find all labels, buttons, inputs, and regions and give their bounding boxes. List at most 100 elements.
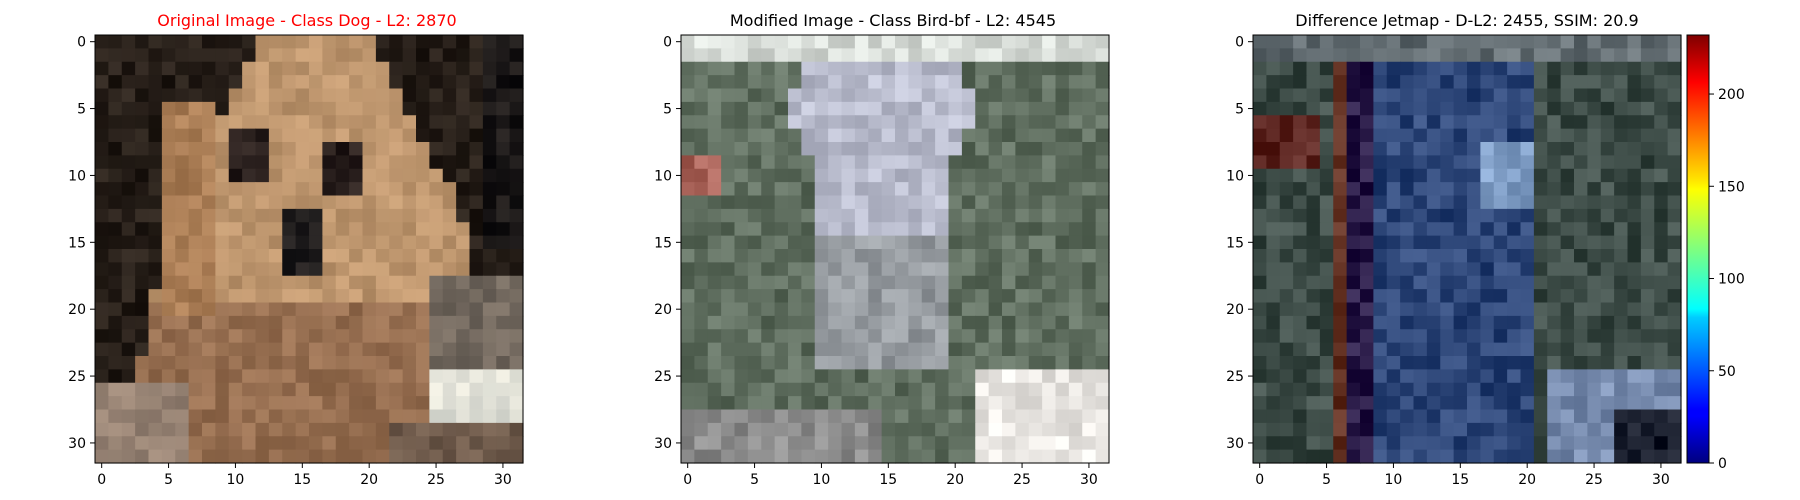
modified-pixel [1028,449,1043,464]
difference-pixel [1333,88,1348,103]
original-pixel [215,396,230,411]
difference-pixel [1600,88,1615,103]
difference-pixel [1453,249,1468,263]
original-pixel [335,142,350,156]
modified-pixel [961,168,976,183]
difference-pixel [1667,262,1682,277]
modified-pixel [988,222,1003,237]
original-pixel [416,48,430,63]
modified-pixel [747,262,762,277]
modified-pixel [908,356,923,370]
difference-pixel [1319,182,1334,197]
original-pixel [482,88,497,103]
original-pixel [95,75,109,90]
original-pixel [135,342,150,357]
original-pixel [469,275,484,290]
difference-jetmap-panel: Difference Jetmap - D-L2: 2455, SSIM: 20… [1226,11,1682,488]
original-pixel [161,289,176,304]
modified-pixel [828,155,843,170]
difference-pixel [1614,128,1629,143]
difference-pixel [1373,195,1388,210]
difference-pixel [1587,75,1602,90]
original-pixel [416,195,430,210]
difference-pixel [1640,155,1655,170]
difference-pixel [1627,342,1642,357]
modified-pixel [814,249,829,263]
difference-pixel [1640,356,1655,370]
original-pixel [135,115,150,130]
difference-pixel [1400,208,1415,223]
difference-pixel [1533,101,1548,116]
original-pixel [429,195,444,210]
original-pixel [295,409,310,424]
modified-pixel [734,396,749,411]
difference-pixel [1440,222,1455,237]
modified-pixel [801,35,816,49]
original-pixel [429,396,444,411]
difference-pixel [1360,315,1374,330]
original-pixel [295,195,310,210]
y-tick-label: 30 [68,436,86,452]
modified-pixel [868,222,883,237]
original-pixel [375,142,390,156]
modified-pixel [747,48,762,63]
modified-pixel [908,155,923,170]
difference-pixel [1667,222,1682,237]
difference-pixel [1640,61,1655,76]
modified-pixel [814,101,829,116]
original-pixel [135,302,150,317]
modified-pixel [921,449,936,464]
original-pixel [268,208,283,223]
x-tick-label: 15 [293,472,311,488]
difference-pixel [1600,182,1615,197]
difference-pixel [1667,75,1682,90]
original-pixel [108,222,123,237]
original-pixel [509,208,524,223]
original-pixel [402,382,417,397]
difference-pixel [1293,75,1308,90]
difference-pixel [1440,88,1455,103]
difference-pixel [1279,422,1294,437]
difference-pixel [1360,128,1374,143]
original-pixel [402,275,417,290]
difference-pixel [1467,115,1481,130]
difference-pixel [1360,422,1374,437]
difference-pixel [1333,195,1348,210]
difference-pixel [1614,329,1629,344]
difference-pixel [1667,61,1682,76]
modified-pixel [1095,382,1110,397]
modified-pixel [975,369,990,384]
difference-pixel [1346,289,1361,304]
modified-pixel [828,396,843,411]
modified-pixel [1095,289,1110,304]
original-pixel [108,422,123,437]
original-pixel [362,409,377,424]
original-pixel [228,275,243,290]
modified-pixel [774,342,789,357]
modified-pixel [868,275,883,290]
difference-pixel [1614,101,1629,116]
difference-pixel [1413,356,1428,370]
modified-pixel [1055,302,1070,317]
modified-pixel [1042,48,1057,63]
modified-pixel [1082,115,1097,130]
original-pixel [282,48,297,63]
original-pixel [442,208,457,223]
difference-pixel [1547,61,1562,76]
modified-pixel [975,436,990,451]
modified-pixel [921,249,936,263]
original-pixel [228,48,243,63]
original-pixel [309,409,323,424]
modified-pixel [988,155,1003,170]
modified-pixel [774,155,789,170]
original-pixel [402,396,417,411]
modified-pixel [1082,195,1097,210]
difference-pixel [1640,182,1655,197]
original-pixel [509,409,524,424]
modified-pixel [988,195,1003,210]
modified-pixel [868,436,883,451]
original-pixel [509,382,524,397]
original-pixel [202,315,216,330]
difference-pixel [1279,302,1294,317]
original-pixel [456,436,471,451]
